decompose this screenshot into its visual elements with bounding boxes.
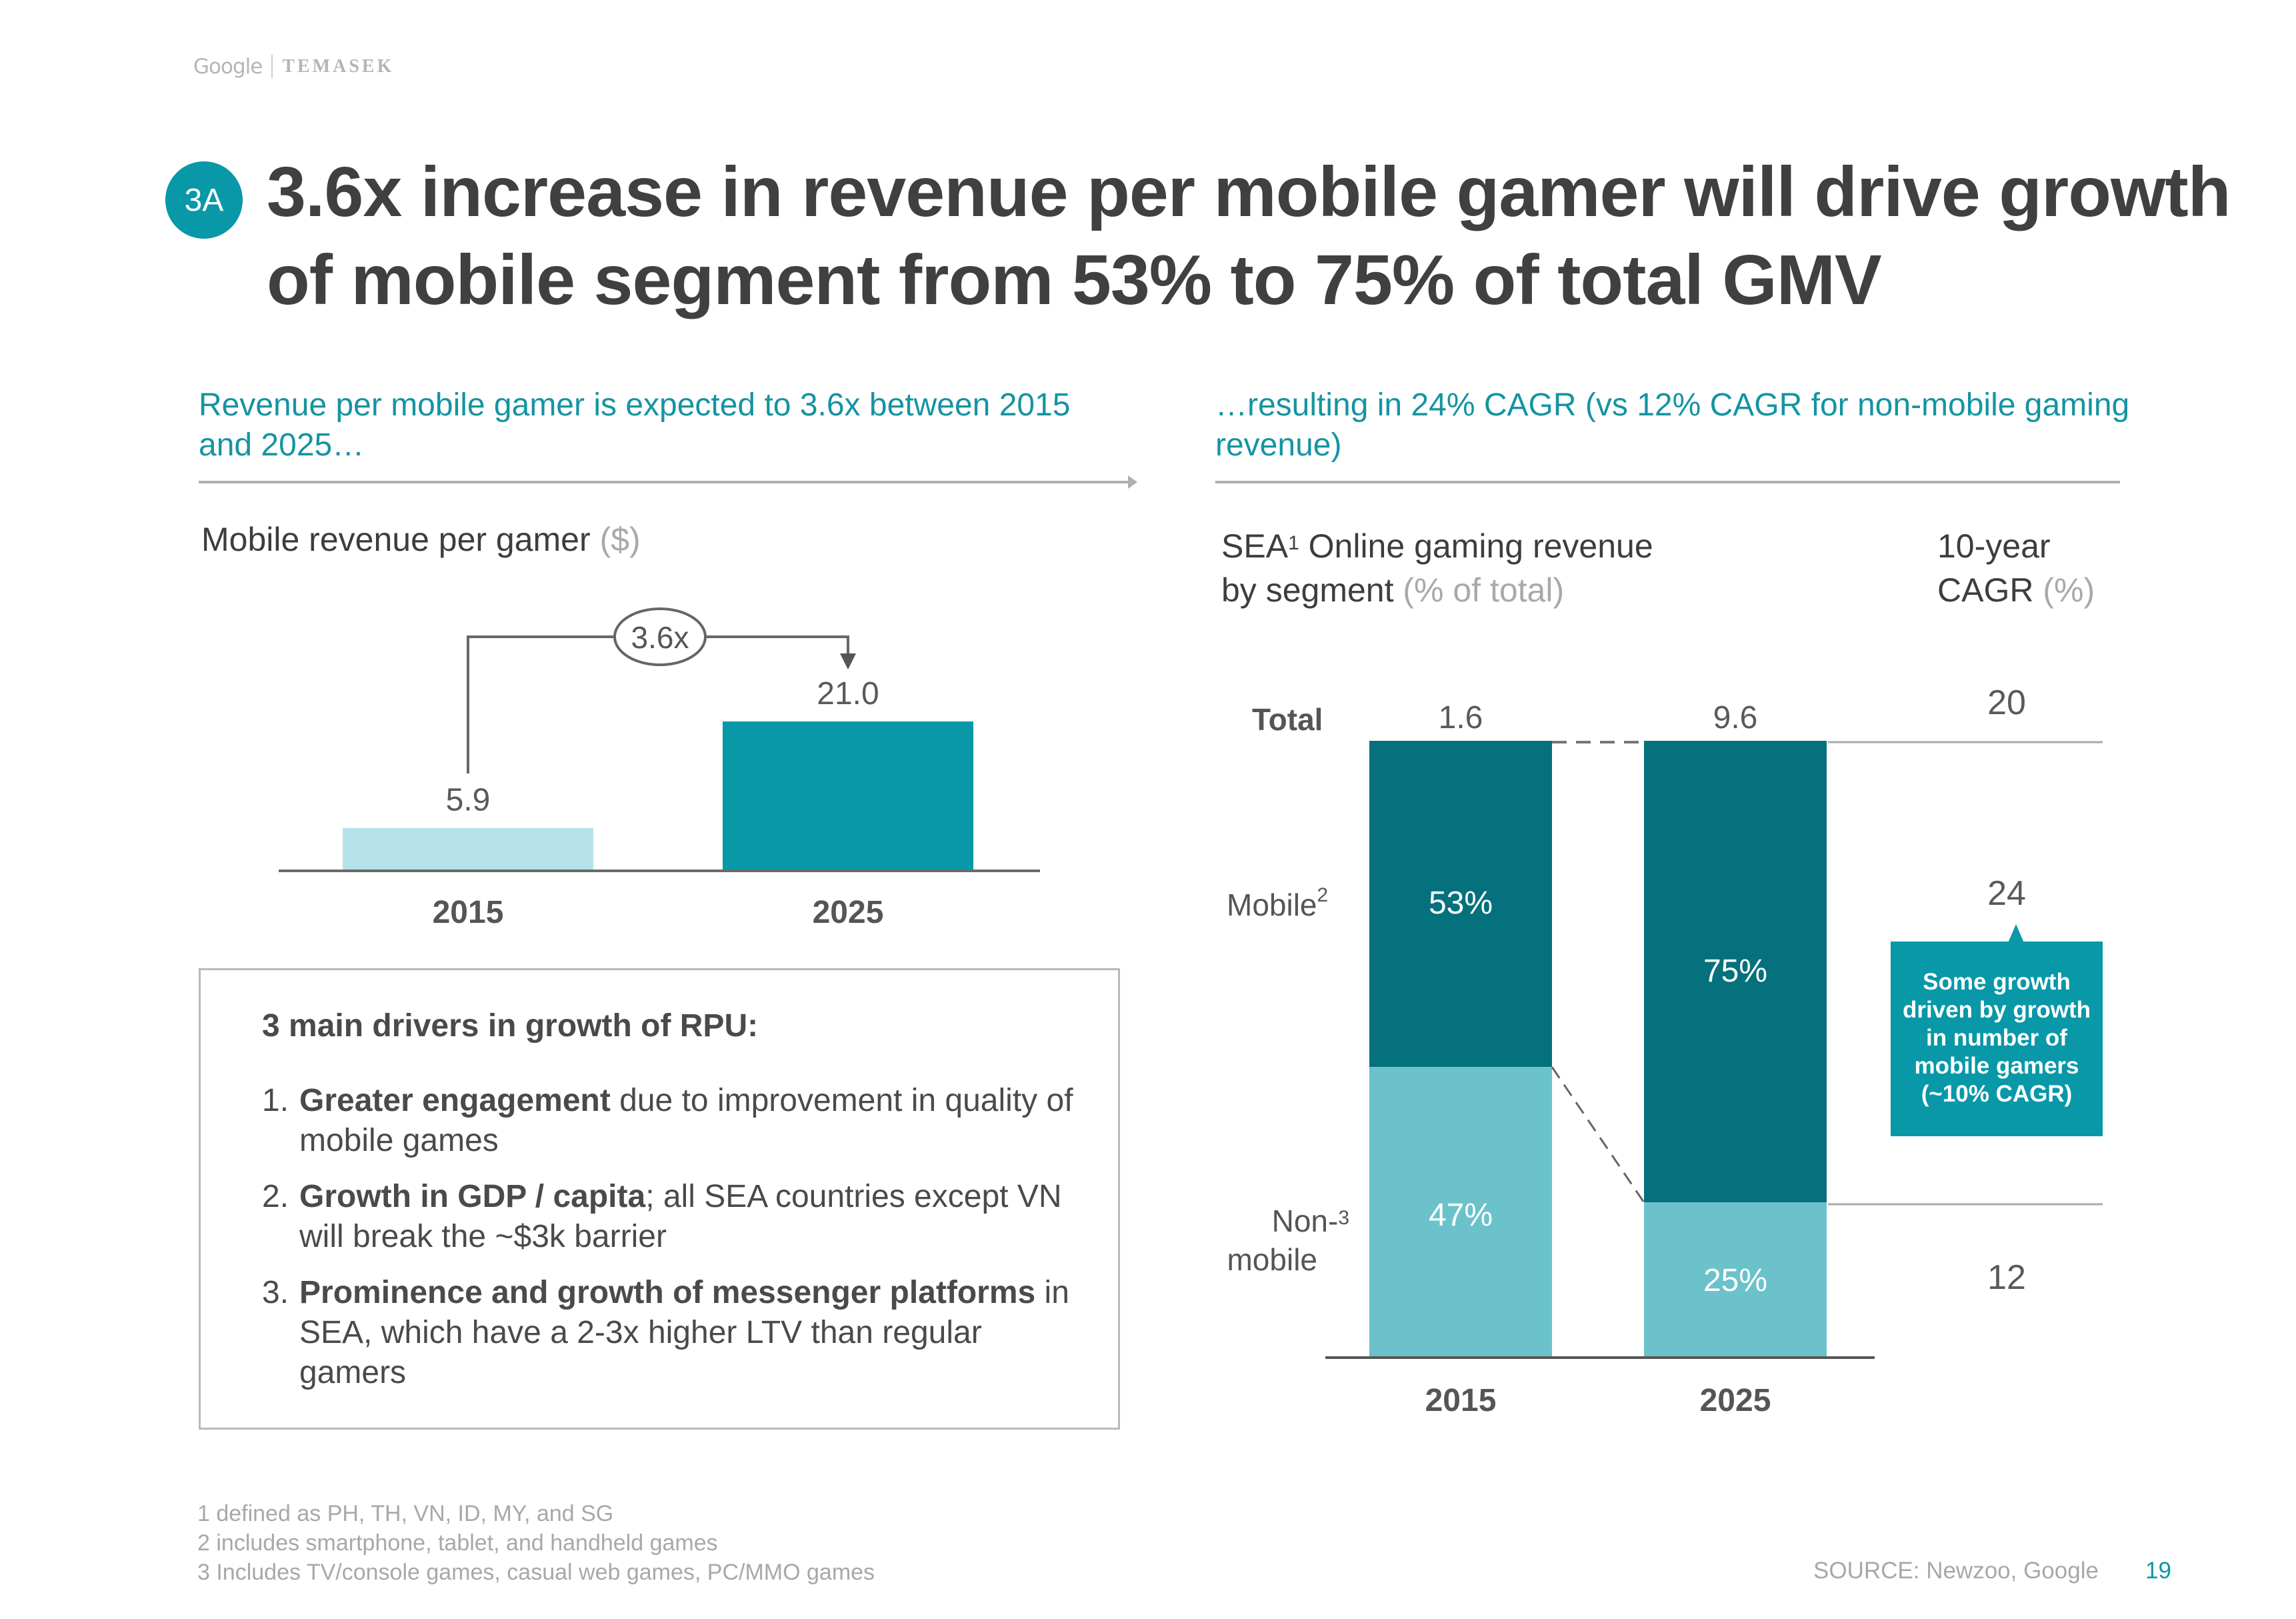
right-chart-title-a: SEA (1221, 527, 1289, 565)
callout-pointer (2008, 924, 2024, 943)
driver-text: due to improvement in quality of mobile … (299, 1083, 1073, 1158)
category-label-2015: 2015 (433, 895, 504, 930)
bar-segment-non-mobile-2025 (1644, 1202, 1827, 1356)
left-chart-unit: ($) (599, 521, 641, 558)
driver-item: 2. Growth in GDP / capita; all SEA countr… (262, 1177, 1089, 1257)
right-chart-unit: (% of total) (1403, 571, 1565, 609)
bar-segment-mobile-2015 (1369, 741, 1552, 1068)
section-badge: 3A (165, 161, 243, 239)
right-chart-title-b: Online gaming revenue (1299, 527, 1653, 565)
segment-connector (1551, 1066, 1645, 1204)
bar-2015 (343, 828, 593, 870)
footnote-2: 2 includes smartphone, tablet, and handh… (197, 1530, 718, 1556)
driver-number: 2. (262, 1179, 289, 1214)
driver-bold: Prominence and growth of messenger platf… (299, 1275, 1036, 1310)
right-chart-title: SEA1 Online gaming revenue by segment (%… (1221, 524, 1653, 612)
driver-item: 3. Prominence and growth of messenger pla… (262, 1273, 1089, 1393)
footnote-ref-3: 3 (1338, 1207, 1349, 1229)
footnotes: 1 defined as PH, TH, VN, ID, MY, and SG … (197, 1499, 875, 1587)
category-label-2025: 2025 (1700, 1383, 1771, 1418)
bar-segment-non-mobile-2015 (1369, 1067, 1552, 1356)
row-label-mobile: Mobile2 (1227, 884, 1329, 923)
row-label-total: Total (1252, 702, 1323, 737)
arrow-down-icon (840, 653, 856, 669)
segment-label-mobile-2025: 75% (1703, 954, 1767, 989)
page-title: 3.6x increase in revenue per mobile game… (267, 153, 2231, 319)
left-divider-arrow (199, 481, 1131, 483)
segment-label-non-mobile-2025: 25% (1703, 1263, 1767, 1298)
category-label-2025: 2025 (813, 895, 884, 930)
footnote-ref-2: 2 (1317, 884, 1329, 906)
driver-number: 3. (262, 1275, 289, 1310)
cagr-nonmobile: 12 (1987, 1258, 2026, 1297)
right-divider (1215, 481, 2120, 483)
driver-text: in SEA, which have a 2-3x higher LTV tha… (299, 1275, 1069, 1390)
drivers-box: 3 main drivers in growth of RPU: 1. Great… (199, 968, 1120, 1430)
multiplier-label: 3.6x (631, 620, 689, 655)
right-subheading: …resulting in 24% CAGR (vs 12% CAGR for … (1215, 387, 2130, 463)
value-label-2025: 21.0 (817, 676, 879, 711)
page-number: 19 (2145, 1558, 2171, 1584)
drivers-heading: 3 main drivers in growth of RPU: (262, 1008, 759, 1044)
footnote-ref-1: 1 (1288, 532, 1299, 554)
segment-label-non-mobile-2015: 47% (1429, 1198, 1493, 1233)
multiplier-ellipse (613, 607, 707, 666)
driver-item: 1. Greater engagement due to improvement … (262, 1081, 1089, 1161)
cagr-title: 10-year CAGR (%) (1937, 524, 2095, 612)
arrow-right-icon (1128, 475, 1137, 489)
segment-label-mobile-2015: 53% (1429, 886, 1493, 921)
driver-bold: Greater engagement (299, 1083, 611, 1118)
callout-box: Some growth driven by growth in number o… (1891, 942, 2103, 1136)
left-chart-title: Mobile revenue per gamer ($) (201, 517, 641, 561)
bar-segment-mobile-2025 (1644, 741, 1827, 1203)
row-label-nonmobile: Non-3 mobile (1216, 1202, 1349, 1279)
bar-2025 (723, 721, 973, 870)
right-chart-title-c: by segment (1221, 571, 1403, 609)
temasek-logo: TEMASEK (282, 56, 395, 77)
cagr-unit: (%) (2043, 571, 2095, 609)
left-chart-title-text: Mobile revenue per gamer (201, 521, 591, 558)
drivers-list: 1. Greater engagement due to improvement … (262, 1081, 1089, 1409)
left-subheading: Revenue per mobile gamer is expected to … (199, 387, 1071, 463)
driver-bold: Growth in GDP / capita (299, 1179, 646, 1214)
driver-number: 1. (262, 1083, 289, 1118)
logo-divider (271, 55, 273, 79)
cagr-title-b: CAGR (1937, 571, 2043, 609)
footnote-3: 3 Includes TV/console games, casual web … (197, 1560, 875, 1585)
cagr-mobile: 24 (1987, 874, 2026, 913)
value-label-2015: 5.9 (446, 783, 491, 818)
google-logo: Google (193, 55, 263, 79)
row-label-nonmobile-a: Non- (1271, 1204, 1339, 1238)
driver-text: ; all SEA countries except VN will break… (299, 1179, 1062, 1254)
footnote-1: 1 defined as PH, TH, VN, ID, MY, and SG (197, 1501, 614, 1526)
cagr-title-a: 10-year (1937, 527, 2051, 565)
total-label-2015: 1.6 (1439, 700, 1483, 735)
total-label-2025: 9.6 (1713, 700, 1758, 735)
logo: Google TEMASEK (193, 55, 394, 79)
cagr-total: 20 (1987, 683, 2026, 722)
row-label-mobile-text: Mobile (1227, 888, 1317, 922)
category-label-2015: 2015 (1425, 1383, 1497, 1418)
source-note: SOURCE: Newzoo, Google (1813, 1558, 2099, 1584)
row-label-nonmobile-b: mobile (1227, 1242, 1317, 1277)
